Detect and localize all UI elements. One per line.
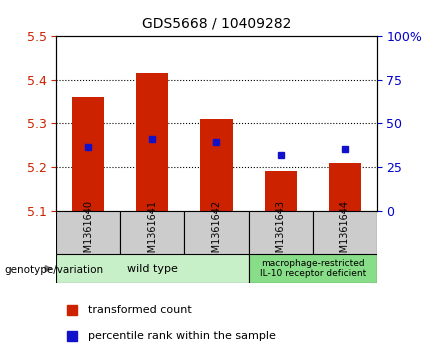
FancyBboxPatch shape	[56, 254, 249, 283]
Text: transformed count: transformed count	[88, 305, 192, 315]
Text: GSM1361643: GSM1361643	[275, 200, 286, 265]
FancyBboxPatch shape	[249, 211, 313, 254]
FancyBboxPatch shape	[184, 211, 249, 254]
FancyBboxPatch shape	[56, 211, 120, 254]
Text: GSM1361642: GSM1361642	[211, 200, 222, 265]
Text: percentile rank within the sample: percentile rank within the sample	[88, 331, 276, 341]
Text: genotype/variation: genotype/variation	[4, 265, 103, 276]
Text: GSM1361640: GSM1361640	[83, 200, 94, 265]
FancyBboxPatch shape	[313, 211, 377, 254]
Bar	[329, 163, 361, 211]
Bar	[72, 97, 104, 211]
Text: GSM1361641: GSM1361641	[147, 200, 158, 265]
Text: GSM1361644: GSM1361644	[339, 200, 350, 265]
FancyBboxPatch shape	[249, 254, 377, 283]
Text: macrophage-restricted
IL-10 receptor deficient: macrophage-restricted IL-10 receptor def…	[259, 259, 366, 278]
Bar	[265, 171, 297, 211]
Title: GDS5668 / 10409282: GDS5668 / 10409282	[142, 17, 291, 31]
Bar	[136, 73, 168, 211]
Bar	[200, 119, 233, 211]
FancyBboxPatch shape	[120, 211, 184, 254]
Text: wild type: wild type	[127, 264, 178, 274]
